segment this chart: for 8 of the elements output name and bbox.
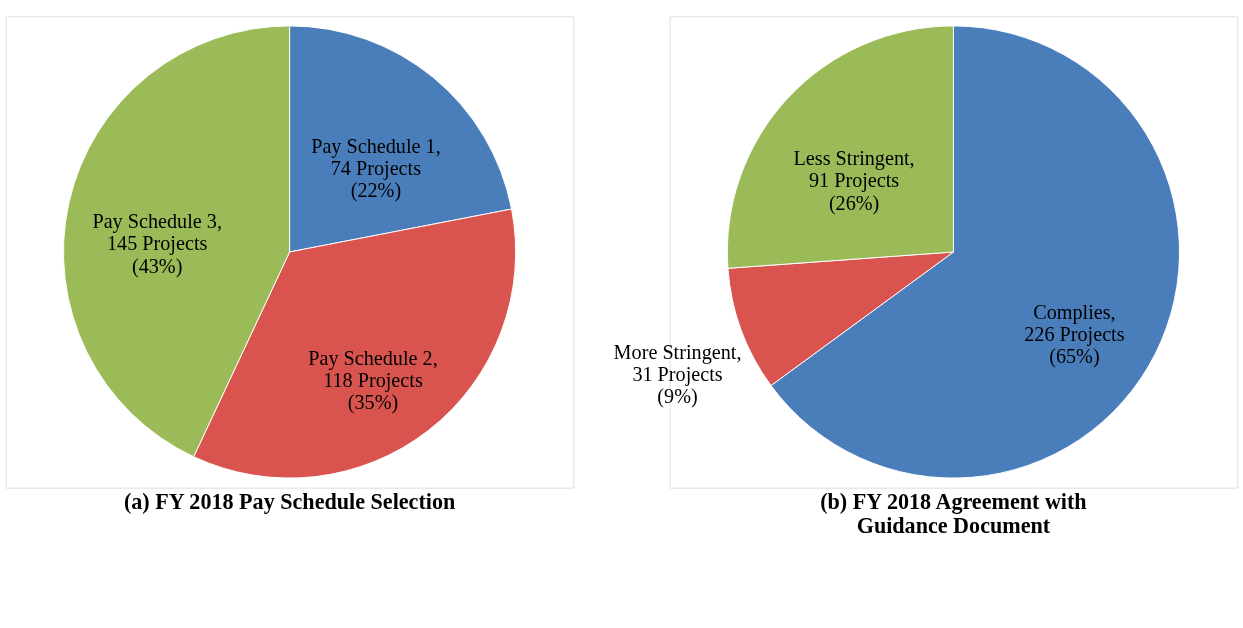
slice-label: Complies, 226 Projects (65%) [1024,301,1125,369]
slice-label: Pay Schedule 2, 118 Projects (35%) [308,346,438,415]
text: (a) FY 2018 Pay Schedule Selection [123,488,456,514]
text: (b) FY 2018 Agreement with Guidance Document [820,488,1087,538]
slice-label: Pay Schedule 1, 74 Projects (22%) [311,135,441,203]
slice-label: Less Stringent, 91 Projects (26%) [793,147,915,215]
slice-label: More Stringent, 31 Projects (9%) [613,341,742,409]
slice-label: Pay Schedule 3, 145 Projects (43%) [92,210,222,278]
